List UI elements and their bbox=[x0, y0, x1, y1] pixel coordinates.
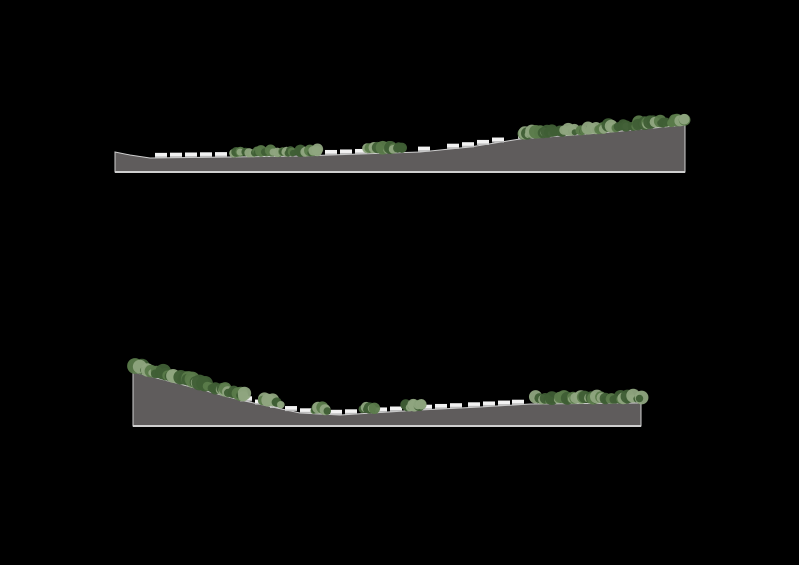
building-shadow bbox=[155, 156, 167, 158]
building-shadow bbox=[185, 155, 197, 158]
building-shadow bbox=[483, 404, 495, 407]
building-shadow bbox=[420, 408, 432, 410]
building bbox=[483, 401, 495, 407]
building bbox=[435, 403, 447, 409]
building-shadow bbox=[330, 413, 342, 415]
building-shadow bbox=[285, 409, 297, 412]
building bbox=[477, 139, 489, 145]
building-shadow bbox=[492, 141, 504, 143]
tree-canopy bbox=[635, 394, 644, 403]
tree-canopy bbox=[323, 407, 332, 415]
building-shadow bbox=[418, 150, 430, 152]
building bbox=[418, 146, 430, 152]
building-shadow bbox=[447, 147, 459, 149]
tree-canopy bbox=[277, 401, 285, 409]
building bbox=[330, 409, 342, 415]
building-shadow bbox=[498, 404, 510, 406]
building bbox=[512, 399, 524, 405]
building bbox=[185, 152, 197, 158]
tree-canopy bbox=[548, 396, 556, 404]
building bbox=[200, 152, 212, 158]
building bbox=[340, 149, 352, 155]
building bbox=[420, 404, 432, 410]
building bbox=[325, 149, 337, 155]
building-shadow bbox=[215, 155, 227, 158]
building bbox=[285, 406, 297, 412]
tree-canopy bbox=[678, 113, 690, 125]
building-shadow bbox=[450, 406, 462, 409]
building-shadow bbox=[355, 152, 367, 154]
building-shadow bbox=[325, 153, 337, 155]
building-shadow bbox=[270, 406, 282, 408]
building-shadow bbox=[462, 145, 474, 148]
tree-canopy bbox=[416, 399, 427, 410]
building bbox=[498, 400, 510, 406]
building bbox=[375, 407, 387, 413]
building bbox=[468, 402, 480, 408]
building bbox=[155, 152, 167, 158]
building-shadow bbox=[300, 411, 312, 414]
building-shadow bbox=[477, 143, 489, 145]
building bbox=[300, 408, 312, 414]
building-shadow bbox=[340, 152, 352, 155]
building bbox=[170, 152, 182, 158]
building-shadow bbox=[512, 403, 524, 405]
building bbox=[355, 148, 367, 154]
building-shadow bbox=[468, 405, 480, 408]
building bbox=[492, 137, 504, 143]
building-shadow bbox=[170, 156, 182, 158]
upper-site-section bbox=[114, 113, 691, 173]
building bbox=[462, 142, 474, 148]
tree-canopy bbox=[368, 402, 381, 415]
building bbox=[345, 409, 357, 415]
tree-canopy bbox=[396, 142, 407, 153]
lower-site-section bbox=[127, 358, 649, 427]
building bbox=[450, 403, 462, 409]
tree-canopy bbox=[238, 391, 249, 402]
building-shadow bbox=[435, 407, 447, 409]
building bbox=[447, 143, 459, 149]
building-shadow bbox=[345, 412, 357, 415]
building-shadow bbox=[390, 410, 402, 412]
tree-canopy bbox=[311, 143, 324, 155]
building bbox=[390, 406, 402, 412]
building-shadow bbox=[200, 155, 212, 158]
building-shadow bbox=[375, 410, 387, 413]
building bbox=[215, 152, 227, 158]
